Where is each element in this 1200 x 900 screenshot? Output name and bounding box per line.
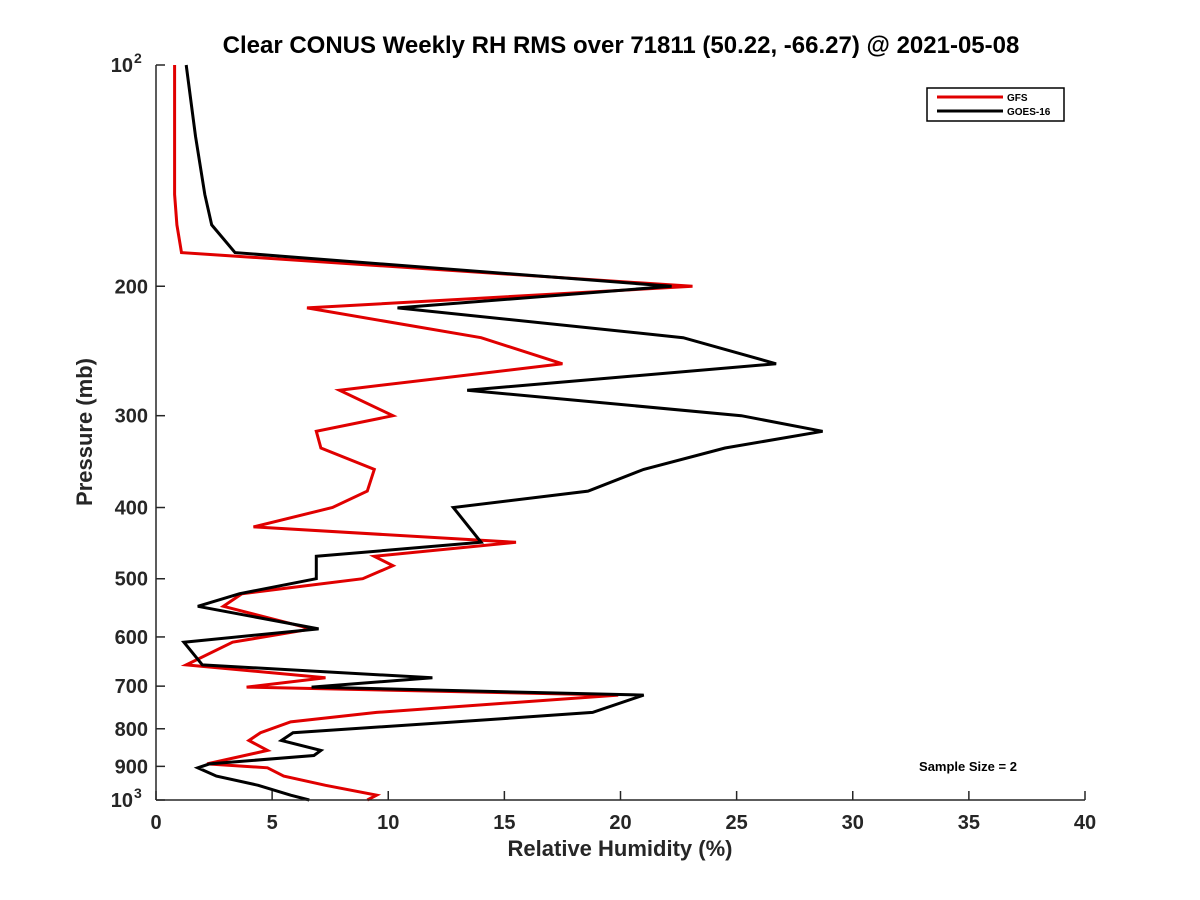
x-tick-label: 40	[1074, 812, 1096, 834]
y-tick-label: 10	[111, 790, 133, 812]
series-line-goes-16	[180, 64, 823, 802]
y-axis-label: Pressure (mb)	[72, 358, 97, 506]
y-tick-label: 900	[115, 756, 148, 778]
legend-box	[926, 87, 1065, 122]
x-axis-label: Relative Humidity (%)	[508, 836, 733, 861]
plot-area: 0 5 10 15 20 25 30 35 40 10 220030040050060070080…	[111, 50, 1096, 834]
y-tick-label: 400	[115, 498, 148, 520]
y-tick-exponent: 3	[134, 785, 142, 801]
x-tick-label: 30	[842, 812, 864, 834]
y-tick-label: 200	[115, 276, 148, 298]
y-tick-label: 600	[115, 627, 148, 649]
series-group	[173, 64, 823, 802]
y-tick-label: 10	[111, 55, 133, 77]
y-tick-exponent: 2	[134, 50, 142, 66]
x-tick-label: 25	[726, 812, 748, 834]
legend-label-goes-16: GOES-16	[1007, 107, 1051, 118]
legend-label-gfs: GFS	[1007, 93, 1028, 104]
y-tick-label: 300	[115, 406, 148, 428]
y-tick-label: 700	[115, 676, 148, 698]
y-tick-label: 800	[115, 719, 148, 741]
x-ticks: 0 5 10 15 20 25 30 35 40	[150, 791, 1096, 834]
legend: GFS GOES-16	[926, 87, 1065, 122]
y-tick-label: 500	[115, 569, 148, 591]
sample-size-annotation: Sample Size = 2	[919, 759, 1017, 774]
x-tick-label: 10	[377, 812, 399, 834]
x-tick-label: 35	[958, 812, 980, 834]
x-tick-label: 15	[493, 812, 515, 834]
x-tick-label: 5	[267, 812, 278, 834]
x-tick-label: 0	[150, 812, 161, 834]
series-line-gfs	[173, 65, 693, 802]
x-tick-label: 20	[609, 812, 631, 834]
chart-title: Clear CONUS Weekly RH RMS over 71811 (50…	[223, 32, 1020, 59]
